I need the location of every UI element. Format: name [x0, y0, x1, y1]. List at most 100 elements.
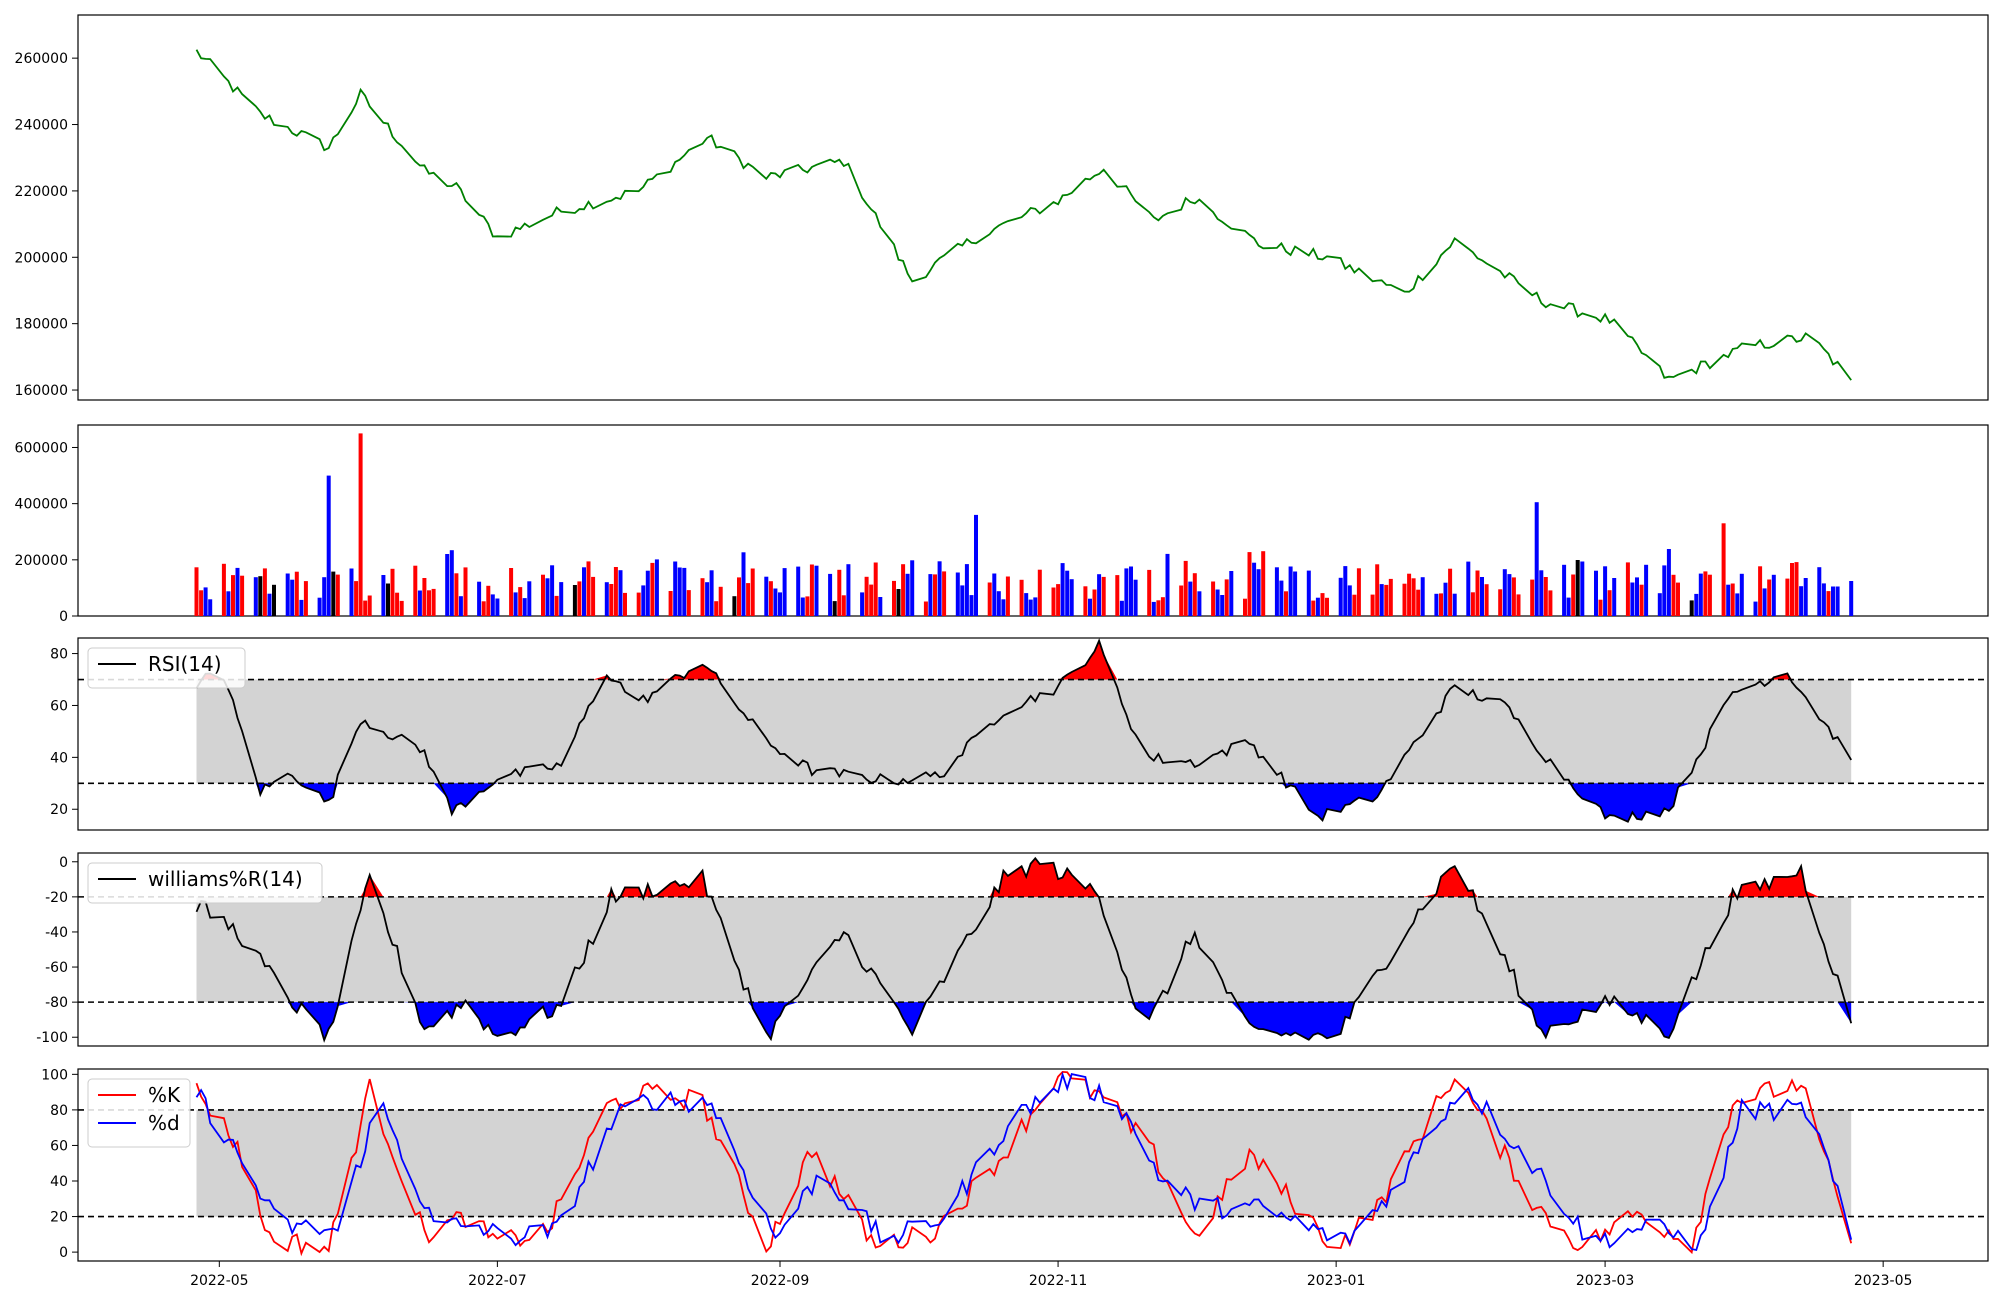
rsi-ytick-label: 40	[50, 750, 68, 766]
volume-bar	[1338, 577, 1343, 616]
volume-bar	[1767, 579, 1772, 616]
rsi-legend: RSI(14)	[87, 647, 246, 689]
volume-bar	[1352, 594, 1357, 616]
stochastic-legend-label: %K	[148, 1083, 181, 1107]
volume-bar	[1188, 581, 1193, 616]
volume-bar	[1065, 570, 1070, 616]
volume-bar	[1247, 552, 1252, 616]
volume-bar	[303, 581, 308, 616]
volume-bar	[1101, 576, 1106, 616]
price-ytick-label: 200000	[15, 250, 68, 266]
rsi-oversold-fill	[196, 783, 1852, 822]
volume-bar	[1753, 601, 1758, 616]
volume-bar	[613, 567, 618, 616]
volume-bar	[1534, 502, 1539, 616]
williams-legend-box	[87, 862, 323, 904]
volume-bar	[1379, 584, 1384, 616]
volume-bar	[1097, 574, 1102, 616]
volume-bar	[737, 577, 741, 616]
volume-bar	[559, 582, 564, 616]
volume-bar	[1443, 582, 1448, 616]
volume-bar	[1530, 579, 1535, 616]
volume-bar	[272, 584, 276, 616]
volume-bar	[1831, 586, 1835, 616]
volume-bar	[964, 564, 969, 616]
volume-bar	[1571, 574, 1576, 616]
volume-bar	[1325, 597, 1329, 616]
volume-bar	[1293, 571, 1298, 616]
volume-bar	[1758, 566, 1763, 616]
volume-bar	[1575, 560, 1580, 616]
volume-bar	[910, 560, 915, 616]
stochastic-ytick-label: 100	[41, 1067, 68, 1083]
volume-bar	[1676, 582, 1680, 616]
volume-bar	[996, 591, 1001, 616]
volume-bar	[682, 567, 687, 616]
volume-bar	[290, 579, 295, 616]
volume-bar	[714, 601, 719, 616]
volume-bar	[1452, 593, 1457, 616]
williams-band	[196, 896, 1852, 1003]
williams-ytick-label: -20	[45, 890, 68, 906]
volume-bar	[1694, 593, 1699, 616]
rsi-ytick-label: 60	[50, 698, 68, 714]
volume-bar	[335, 574, 340, 616]
williams-panel-frame	[77, 852, 1989, 1047]
volume-bar	[860, 592, 865, 616]
volume-bar	[477, 581, 482, 616]
volume-bar	[454, 573, 459, 616]
rsi-line	[195, 638, 1852, 823]
williams-line	[195, 856, 1853, 1043]
volume-bar	[1475, 570, 1480, 616]
volume-bar	[1124, 568, 1129, 616]
stochastic-band	[196, 1109, 1852, 1217]
volume-bar	[846, 564, 851, 616]
volume-bar	[582, 567, 586, 616]
volume-bar	[741, 552, 746, 616]
volume-bar	[1092, 589, 1097, 616]
volume-bar	[1794, 562, 1799, 616]
volume-bar	[709, 570, 714, 616]
volume-bar	[1726, 584, 1731, 616]
williams-overbought-fill	[196, 858, 1852, 897]
volume-bar	[878, 597, 883, 616]
volume-bar	[700, 578, 705, 616]
volume-bar	[322, 577, 327, 616]
volume-bar	[623, 592, 627, 616]
volume-bar	[285, 573, 290, 616]
volume-bar	[349, 568, 354, 616]
volume-bar	[778, 592, 782, 616]
volume-bar	[1799, 586, 1804, 616]
x-tick-label: 2023-05	[1854, 1273, 1913, 1289]
volume-bar	[1516, 594, 1521, 616]
volume-bar	[490, 594, 495, 616]
volume-bar	[705, 582, 710, 616]
volume-bar	[463, 567, 468, 616]
volume-bar	[513, 592, 518, 616]
volume-bar	[1115, 575, 1120, 616]
volume-bar	[1019, 579, 1024, 616]
volume-bar	[650, 562, 655, 616]
volume-bar	[427, 590, 431, 616]
volume-bar	[458, 596, 463, 616]
volume-bar	[1644, 564, 1649, 616]
volume-bar	[673, 561, 678, 616]
volume-bar	[1192, 573, 1197, 616]
volume-bar	[258, 576, 263, 616]
volume-bar	[764, 576, 769, 616]
volume-bar	[1252, 562, 1257, 616]
volume-bar	[299, 599, 304, 616]
volume-bar	[417, 590, 422, 616]
volume-bar	[1179, 585, 1184, 616]
volume-bar	[1484, 584, 1489, 616]
volume-bar	[1183, 560, 1188, 616]
volume-bar	[814, 565, 819, 616]
rsi-legend-box	[87, 647, 246, 689]
volume-bar	[1707, 574, 1712, 616]
volume-bar	[1502, 569, 1507, 616]
volume-bar	[1315, 597, 1320, 616]
volume-bar	[1384, 584, 1389, 616]
volume-bar	[1220, 595, 1225, 616]
volume-bar	[1480, 577, 1484, 616]
volume-bar	[1133, 579, 1138, 616]
